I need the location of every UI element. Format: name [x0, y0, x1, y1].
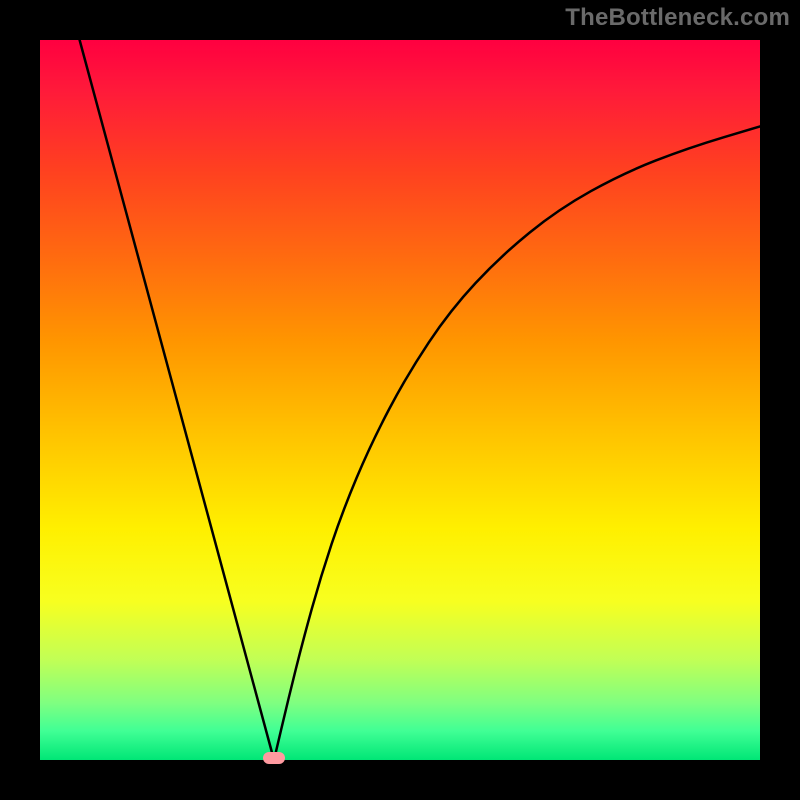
plot-background: [40, 40, 760, 760]
watermark-text: TheBottleneck.com: [565, 4, 790, 32]
bottleneck-chart: [0, 0, 800, 800]
minimum-marker: [263, 752, 285, 764]
